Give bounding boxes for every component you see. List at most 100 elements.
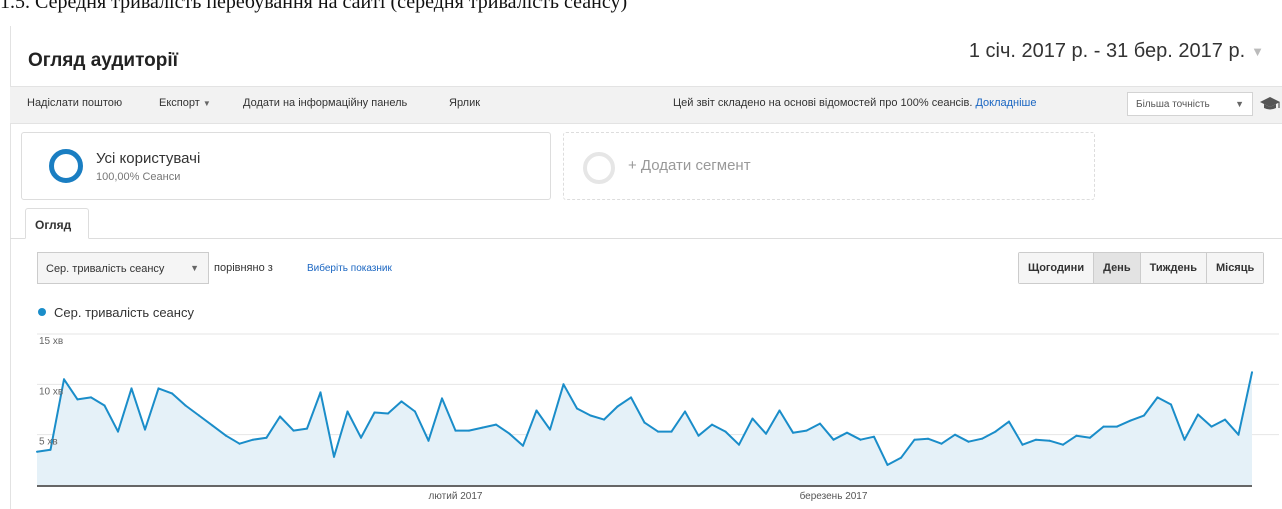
- data-point: [144, 428, 146, 431]
- export-label: Експорт: [159, 97, 200, 109]
- data-point: [913, 438, 916, 441]
- learn-more-link[interactable]: Докладніше: [975, 97, 1037, 109]
- data-point: [400, 400, 403, 403]
- data-point: [1048, 439, 1051, 442]
- data-point: [576, 407, 578, 410]
- data-point: [792, 431, 794, 434]
- data-point: [441, 397, 443, 400]
- report-note-text: Цей звіт складено на основі відомостей п…: [673, 97, 973, 109]
- data-point: [1008, 420, 1010, 423]
- data-point: [522, 444, 524, 447]
- data-point: [819, 422, 821, 425]
- data-point: [103, 404, 106, 407]
- data-point: [981, 437, 983, 440]
- metric-label: Сер. тривалість сеансу: [46, 263, 165, 275]
- data-point: [508, 432, 511, 435]
- data-point: [63, 378, 65, 381]
- data-point: [967, 440, 970, 443]
- data-point: [279, 415, 281, 418]
- data-point: [765, 432, 767, 435]
- data-point: [643, 421, 646, 424]
- email-button[interactable]: Надіслати поштою: [27, 97, 123, 109]
- data-point: [130, 387, 133, 390]
- legend-series-name: Сер. тривалість сеансу: [54, 305, 194, 320]
- date-range-picker[interactable]: 1 січ. 2017 р. - 31 бер. 2017 р. ▼: [969, 40, 1264, 63]
- data-point: [454, 429, 457, 432]
- data-point: [684, 410, 686, 413]
- figure-caption: 1.5. Середня тривалість перебування на с…: [0, 0, 628, 13]
- tab-divider: [10, 238, 1282, 239]
- date-range-text: 1 січ. 2017 р. - 31 бер. 2017 р.: [968, 40, 1246, 62]
- granularity-day-button[interactable]: День: [1093, 253, 1140, 283]
- shortcut-button[interactable]: Ярлик: [449, 97, 481, 109]
- data-point: [346, 410, 349, 413]
- data-point: [171, 392, 173, 395]
- data-point: [589, 414, 592, 417]
- segment-sessions: 100,00% Сеанси: [96, 171, 181, 183]
- export-button[interactable]: Експорт ▼: [159, 97, 211, 109]
- data-point: [724, 430, 727, 433]
- granularity-month-button[interactable]: Місяць: [1205, 253, 1264, 283]
- data-point: [1237, 433, 1240, 436]
- data-point: [76, 398, 79, 401]
- data-point: [994, 430, 997, 433]
- chart-legend: Сер. тривалість сеансу: [38, 305, 194, 320]
- x-tick-label: лютий 2017: [429, 491, 483, 502]
- data-point: [1251, 371, 1253, 374]
- data-point: [360, 436, 362, 439]
- segment-ring-icon: [49, 149, 83, 183]
- tab-overview[interactable]: Огляд: [25, 208, 89, 239]
- data-point: [1197, 413, 1199, 416]
- data-point: [1102, 425, 1105, 428]
- choose-metric-link[interactable]: Виберіть показник: [307, 263, 392, 274]
- data-point: [711, 423, 713, 426]
- y-tick-label: 15 хв: [39, 336, 63, 347]
- data-point: [900, 456, 902, 459]
- granularity-week-button[interactable]: Тиждень: [1139, 253, 1206, 283]
- data-point: [832, 438, 835, 441]
- data-point: [697, 434, 700, 437]
- data-point: [1062, 443, 1064, 446]
- data-point: [49, 448, 52, 451]
- segment-name: Усі користувачі: [96, 150, 201, 167]
- data-point: [616, 405, 619, 408]
- data-point: [468, 429, 470, 432]
- data-point: [1143, 414, 1145, 417]
- data-point: [90, 396, 92, 399]
- data-point: [1129, 419, 1132, 422]
- chevron-down-icon: ▼: [202, 99, 211, 108]
- data-point: [157, 387, 160, 390]
- metric-select[interactable]: Сер. тривалість сеансу ▼: [37, 252, 209, 284]
- add-to-dashboard-button[interactable]: Додати на інформаційну панель: [243, 97, 408, 109]
- data-point: [549, 428, 551, 431]
- data-point: [805, 429, 808, 432]
- precision-select[interactable]: Більша точність ▼: [1127, 92, 1253, 116]
- data-point: [1089, 436, 1091, 439]
- data-point: [1021, 443, 1024, 446]
- add-segment-label: + Додати сегмент: [628, 157, 751, 174]
- data-point: [252, 438, 254, 441]
- chevron-down-icon: ▼: [190, 263, 199, 273]
- data-point: [184, 404, 187, 407]
- data-point: [1210, 425, 1213, 428]
- segment-all-users[interactable]: Усі користувачі 100,00% Сеанси: [21, 132, 551, 200]
- granularity-toggle: Щогодини День Тиждень Місяць: [1018, 252, 1265, 284]
- data-point: [603, 418, 605, 421]
- data-point: [1170, 403, 1172, 406]
- page-title: Огляд аудиторії: [28, 50, 179, 71]
- data-point: [1075, 434, 1078, 437]
- data-point: [846, 431, 848, 434]
- data-point: [927, 437, 929, 440]
- data-point: [333, 455, 335, 458]
- graduation-cap-icon[interactable]: [1259, 96, 1281, 112]
- data-point: [873, 435, 875, 438]
- data-point: [265, 436, 268, 439]
- data-point: [414, 410, 416, 413]
- data-point: [670, 430, 673, 433]
- add-segment-button[interactable]: + Додати сегмент: [563, 132, 1095, 200]
- granularity-hourly-button[interactable]: Щогодини: [1019, 253, 1094, 283]
- data-point: [373, 411, 376, 414]
- data-point: [198, 414, 200, 417]
- data-point: [292, 429, 295, 432]
